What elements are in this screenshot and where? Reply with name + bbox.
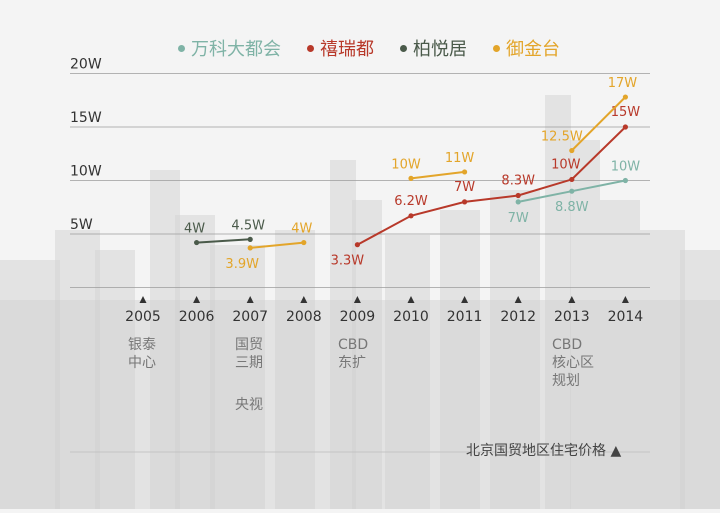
data-point xyxy=(515,199,521,205)
series-line xyxy=(356,126,627,246)
building-shape xyxy=(330,160,356,509)
x-tick-label: 2011 xyxy=(447,309,483,325)
x-tick-label: 2009 xyxy=(340,309,376,325)
data-label: 17W xyxy=(608,76,638,91)
data-point xyxy=(194,239,200,246)
legend-dot xyxy=(400,44,407,52)
data-point xyxy=(408,175,414,181)
series-line xyxy=(410,170,465,180)
data-label: 11W xyxy=(445,151,475,166)
series-line xyxy=(196,238,251,244)
data-point xyxy=(569,147,575,154)
data-point xyxy=(301,239,307,246)
building-shape xyxy=(680,250,720,509)
building-shape xyxy=(210,245,265,509)
x-tick-marker xyxy=(568,296,576,303)
legend-label: 柏悦居 xyxy=(413,39,467,60)
building-shape xyxy=(385,235,430,509)
x-tick-label: 2008 xyxy=(286,309,322,325)
building-shape xyxy=(352,200,382,509)
city-backdrop xyxy=(0,95,720,509)
legend-item-vanke: 万科大都会 xyxy=(178,35,281,61)
data-point xyxy=(247,245,253,251)
chart-footer: 北京国贸地区住宅价格 ▲ xyxy=(466,443,622,459)
legend-label: 御金台 xyxy=(506,39,560,60)
data-point xyxy=(515,192,521,199)
data-point xyxy=(462,199,468,205)
x-tick-label: 2014 xyxy=(608,309,644,325)
building-shape xyxy=(640,230,685,509)
building-shape xyxy=(490,190,540,509)
legend-label: 禧瑞都 xyxy=(320,39,374,60)
x-tick-marker xyxy=(353,296,361,303)
building-shape xyxy=(545,95,571,509)
building-shape xyxy=(95,250,135,509)
data-label: 4W xyxy=(184,222,205,237)
building-shape xyxy=(275,230,315,509)
data-label: 3.3W xyxy=(331,254,365,269)
building-shape xyxy=(570,140,600,509)
legend-label: 万科大都会 xyxy=(191,39,281,60)
legend-dot xyxy=(493,44,500,52)
x-tick-marker xyxy=(300,296,308,303)
building-shape xyxy=(440,210,480,509)
building-shape xyxy=(600,200,640,509)
building-shape xyxy=(0,260,60,509)
x-tick-label: 2005 xyxy=(125,309,161,325)
data-point xyxy=(408,213,414,219)
legend-item-xiruidu: 禧瑞都 xyxy=(307,35,374,61)
data-label: 7W xyxy=(454,180,475,195)
building-shape xyxy=(55,230,100,509)
data-point xyxy=(569,176,575,183)
data-point xyxy=(247,236,253,242)
x-tick-marker xyxy=(193,296,201,303)
x-tick-label: 2013 xyxy=(554,309,590,325)
data-label: 10W xyxy=(391,157,421,172)
data-label: 4.5W xyxy=(231,218,265,233)
legend-dot xyxy=(178,44,185,52)
data-label: 6.2W xyxy=(394,194,428,209)
x-tick-marker xyxy=(621,296,629,303)
legend-item-boyueju: 柏悦居 xyxy=(400,35,467,61)
x-tick-label: 2012 xyxy=(500,309,536,325)
y-tick-label: 15W xyxy=(70,110,102,126)
data-label: 15W xyxy=(611,105,641,120)
data-point xyxy=(622,177,629,184)
y-tick-label: 5W xyxy=(70,217,93,233)
data-label: 10W xyxy=(551,157,581,172)
y-tick-label: 20W xyxy=(70,57,102,73)
x-tick-marker xyxy=(407,296,415,303)
legend-item-yujintai: 御金台 xyxy=(493,35,560,61)
y-tick-label: 10W xyxy=(70,164,102,180)
data-label: 3.9W xyxy=(225,257,259,272)
data-label: 4W xyxy=(291,222,312,237)
building-shape xyxy=(175,215,215,509)
x-tick-marker xyxy=(246,296,254,303)
data-label: 12.5W xyxy=(541,130,583,145)
series-line xyxy=(571,96,627,152)
data-point xyxy=(569,188,575,194)
data-label: 7W xyxy=(508,211,529,226)
data-label: 8.8W xyxy=(555,200,589,215)
legend: 万科大都会 禧瑞都 柏悦居 御金台 xyxy=(178,36,560,60)
x-tick-label: 2006 xyxy=(179,309,215,325)
x-tick-marker xyxy=(139,296,147,303)
legend-dot xyxy=(307,44,314,52)
x-tick-label: 2007 xyxy=(232,309,268,325)
data-point xyxy=(622,124,629,130)
x-tick-marker xyxy=(461,296,469,303)
data-label: 8.3W xyxy=(501,173,535,188)
series-line xyxy=(250,241,304,249)
data-label: 10W xyxy=(611,160,641,175)
data-point xyxy=(354,242,360,248)
city-ground xyxy=(0,300,720,509)
data-point xyxy=(622,94,629,100)
x-tick-label: 2010 xyxy=(393,309,429,325)
x-tick-marker xyxy=(514,296,522,303)
data-point xyxy=(462,169,468,175)
